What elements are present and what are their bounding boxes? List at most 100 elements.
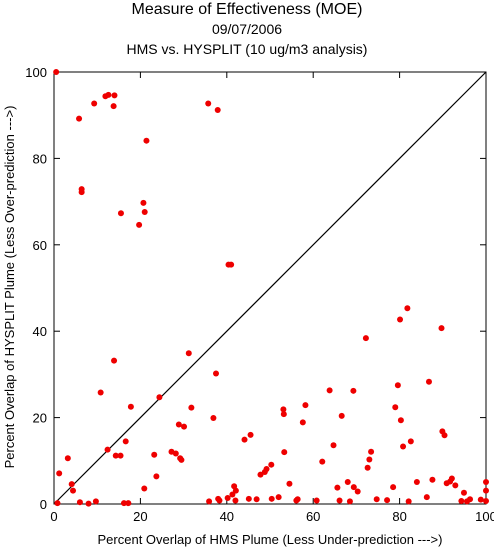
- data-point: [413, 478, 420, 485]
- data-point: [91, 100, 98, 107]
- data-point: [78, 189, 85, 196]
- data-point: [185, 350, 192, 357]
- data-point: [483, 478, 489, 485]
- data-point: [111, 92, 118, 99]
- data-point: [70, 487, 77, 494]
- data-point: [247, 431, 254, 438]
- data-point: [275, 494, 282, 501]
- data-point: [346, 498, 353, 505]
- data-point: [125, 500, 132, 507]
- data-point: [330, 442, 337, 449]
- data-point: [136, 221, 143, 228]
- data-point: [110, 103, 117, 110]
- data-point: [140, 199, 147, 206]
- data-point: [156, 394, 163, 401]
- data-point: [228, 261, 235, 268]
- data-point: [281, 449, 288, 456]
- data-point: [143, 137, 150, 144]
- y-axis-ticks: 0 20 40 60 80 100: [25, 65, 486, 512]
- data-point: [460, 489, 467, 496]
- plot-area: 0 20 40 60 80 100 0 20 40 60 80 100: [25, 65, 494, 524]
- y-tick-label: 0: [40, 497, 47, 512]
- data-point: [268, 461, 275, 468]
- data-point: [458, 497, 465, 504]
- data-point: [97, 389, 104, 396]
- data-point: [483, 497, 489, 504]
- x-tick-label: 0: [50, 509, 57, 524]
- data-point: [354, 488, 361, 495]
- y-tick-label: 60: [33, 238, 47, 253]
- data-point: [441, 432, 448, 439]
- x-axis-label: Percent Overlap of HMS Plume (Less Under…: [98, 532, 443, 547]
- data-point: [313, 497, 320, 504]
- data-point: [404, 305, 411, 312]
- data-point: [188, 404, 195, 411]
- plot-frame: [53, 71, 487, 505]
- data-point: [151, 451, 158, 458]
- data-point: [400, 443, 407, 450]
- data-point: [299, 419, 306, 426]
- data-point: [397, 417, 404, 424]
- data-point: [477, 496, 484, 503]
- data-point: [122, 438, 129, 445]
- data-point: [117, 452, 124, 459]
- data-point: [127, 403, 134, 410]
- data-point: [241, 436, 248, 443]
- data-point: [280, 406, 287, 413]
- data-point: [334, 484, 341, 491]
- data-point: [326, 387, 333, 394]
- data-point: [111, 357, 118, 364]
- data-point: [181, 423, 188, 430]
- data-points: [53, 69, 489, 507]
- data-point: [350, 387, 357, 394]
- y-tick-label: 80: [33, 151, 47, 166]
- data-point: [483, 487, 489, 494]
- data-point: [206, 498, 213, 505]
- data-point: [64, 455, 71, 462]
- y-axis-label: Percent Overlap of HYSPLIT Plume (Less O…: [2, 106, 17, 469]
- data-point: [76, 499, 83, 506]
- x-tick-label: 60: [306, 509, 320, 524]
- data-point: [452, 482, 459, 489]
- data-point: [229, 491, 236, 498]
- data-point: [350, 484, 357, 491]
- data-point: [76, 115, 83, 122]
- data-point: [263, 466, 270, 473]
- data-point: [405, 498, 412, 505]
- data-point: [214, 107, 221, 114]
- data-point: [302, 402, 309, 409]
- data-point: [232, 497, 239, 504]
- data-point: [344, 478, 351, 485]
- data-point: [141, 485, 148, 492]
- data-point: [92, 498, 99, 505]
- data-point: [373, 496, 380, 503]
- one-to-one-line: [53, 71, 487, 505]
- data-point: [172, 450, 179, 457]
- data-point: [257, 471, 264, 478]
- y-tick-label: 40: [33, 324, 47, 339]
- data-point: [54, 500, 61, 507]
- data-point: [104, 446, 111, 453]
- data-point: [366, 456, 373, 463]
- data-point: [213, 370, 219, 377]
- data-point: [56, 470, 63, 477]
- chart-date: 09/07/2006: [211, 21, 283, 37]
- data-point: [429, 476, 436, 483]
- data-point: [253, 496, 260, 503]
- data-point: [68, 481, 75, 488]
- data-point: [112, 452, 119, 459]
- x-tick-label: 100: [475, 509, 494, 524]
- chart-title: Measure of Effectiveness (MOE): [131, 1, 363, 18]
- data-point: [407, 438, 414, 445]
- data-point: [280, 411, 287, 418]
- data-point: [85, 500, 92, 507]
- data-point: [368, 448, 375, 455]
- data-point: [53, 69, 60, 75]
- data-point: [268, 495, 275, 502]
- data-point: [425, 378, 432, 385]
- data-point: [294, 496, 301, 503]
- data-point: [210, 415, 217, 422]
- x-tick-label: 80: [392, 509, 406, 524]
- data-point: [397, 316, 404, 323]
- data-point: [232, 487, 239, 494]
